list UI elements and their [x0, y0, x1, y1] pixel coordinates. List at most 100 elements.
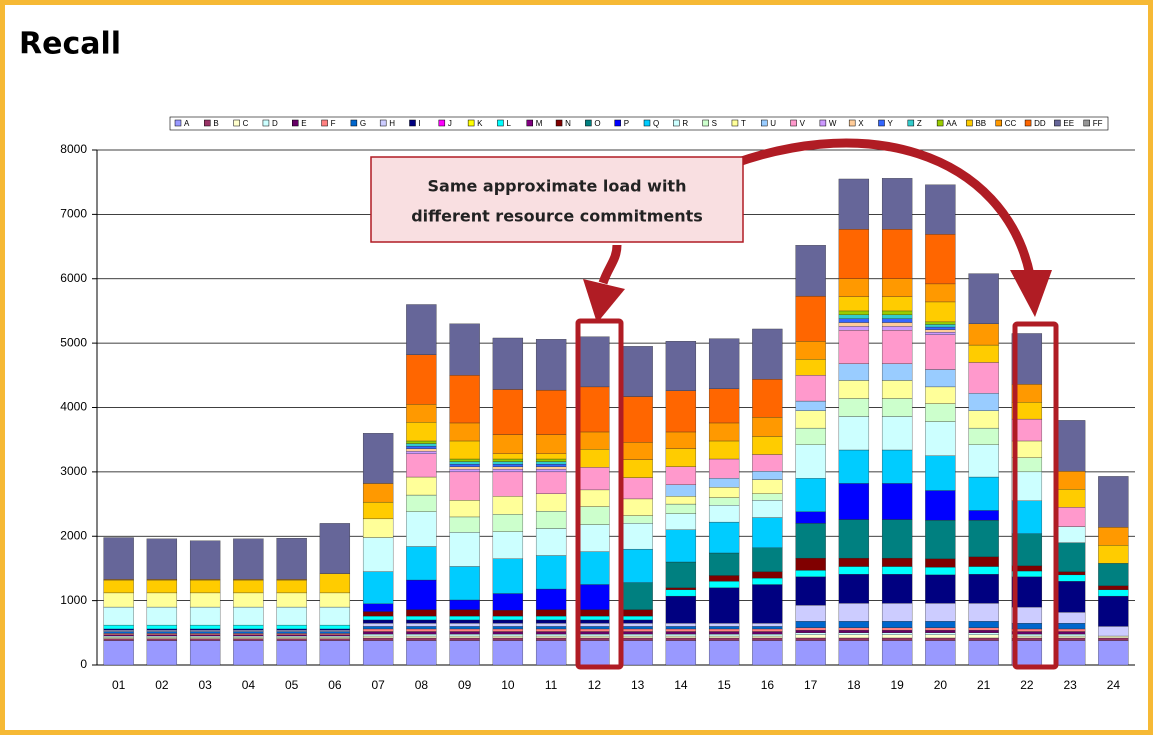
bar-segment	[319, 631, 351, 634]
bar-segment	[535, 637, 567, 641]
bar-segment	[103, 631, 134, 634]
bar-segment	[146, 631, 178, 634]
chart: Recall 0 1000 2000 3000 4000 5000 6000 7000 8000…	[19, 27, 1135, 692]
bar-segment	[535, 493, 567, 512]
legend-label: Q	[653, 119, 659, 128]
bar-segment	[535, 458, 567, 462]
bar-segment	[838, 637, 870, 641]
bar-segment	[492, 496, 524, 515]
bar-segment	[968, 603, 999, 622]
bar-segment	[708, 637, 740, 641]
bar-segment	[579, 551, 610, 585]
bar-segment	[406, 440, 437, 444]
bar-segment	[579, 449, 610, 468]
bar-segment	[881, 296, 913, 312]
bar-segment	[579, 626, 610, 630]
bar-segment	[535, 471, 567, 494]
bar-segment	[708, 623, 740, 627]
bar-segment	[1054, 633, 1086, 637]
bar-segment	[579, 628, 610, 632]
legend-swatch	[878, 119, 885, 127]
bar-segment	[795, 621, 826, 628]
legend-swatch	[233, 119, 240, 127]
bar-segment	[622, 609, 653, 617]
bar-segment	[362, 571, 394, 604]
bar-segment	[362, 615, 394, 621]
bar-segment	[535, 640, 567, 666]
y-tick-label: 6000	[60, 271, 87, 285]
bar-segment	[752, 547, 783, 572]
bar-segment	[579, 640, 610, 666]
bar-segment	[535, 463, 567, 467]
bar-segment	[362, 501, 394, 520]
bar-segment	[579, 386, 610, 433]
bar-segment	[925, 234, 956, 285]
bar-segment	[968, 273, 999, 324]
bar-segment	[925, 329, 956, 333]
bar-segment	[449, 631, 480, 635]
bar-segment	[665, 589, 697, 597]
bar-segment	[968, 427, 999, 445]
bar-segment	[881, 398, 913, 417]
bar-segment	[406, 631, 437, 635]
legend-swatch	[995, 119, 1002, 127]
legend-swatch	[614, 119, 621, 127]
bar-segment	[881, 574, 913, 604]
bar-segment	[1054, 574, 1086, 582]
bar-segment	[579, 615, 610, 621]
bar-segment	[146, 633, 178, 635]
bar-segment	[1054, 640, 1086, 666]
bar-segment	[189, 634, 221, 637]
bar-segment	[362, 628, 394, 632]
arrow-head	[583, 279, 625, 323]
bar-segment	[708, 628, 740, 632]
bar-segment	[752, 628, 783, 632]
bar-segment	[795, 400, 826, 411]
bar-segment	[968, 323, 999, 346]
bar-segment	[319, 634, 351, 637]
bar-segment	[622, 637, 653, 641]
bar-segment	[103, 635, 134, 638]
bar-segment	[1054, 637, 1086, 641]
bar-segment	[838, 296, 870, 312]
bar-segment	[665, 631, 697, 635]
bar-segment	[146, 624, 178, 630]
bar-segment	[881, 318, 913, 323]
bar-segment	[881, 229, 913, 279]
bar-segment	[708, 497, 740, 506]
legend-swatch	[966, 119, 973, 127]
bar-segment	[752, 637, 783, 641]
bar-segment	[492, 466, 524, 470]
x-tick-label: 11	[545, 678, 558, 692]
bar-segment	[189, 540, 221, 580]
bar-segment	[535, 469, 567, 473]
bar-segment	[233, 638, 264, 641]
legend-swatch	[321, 119, 328, 127]
bar-segment	[881, 640, 913, 666]
bar-segment	[276, 624, 307, 630]
legend-swatch	[761, 119, 768, 127]
bar-segment	[449, 458, 480, 462]
bar-segment	[838, 574, 870, 604]
bar-segment	[189, 631, 221, 634]
bar-segment	[189, 606, 221, 626]
bar-segment	[406, 354, 437, 405]
bar-segment	[925, 637, 956, 641]
bar-segment	[708, 422, 740, 442]
bar-segment	[492, 434, 524, 455]
bar-segment	[103, 637, 134, 639]
legend-swatch	[409, 119, 416, 127]
bar-segment	[276, 579, 307, 594]
bar-segment	[881, 566, 913, 575]
bar-segment	[838, 449, 870, 484]
x-tick-label: 23	[1063, 678, 1077, 692]
bar-segment	[146, 635, 178, 638]
bar-segment	[1098, 595, 1129, 627]
bar-segment	[752, 571, 783, 579]
bar-segment	[406, 619, 437, 624]
bar-segment	[189, 630, 221, 632]
bar-segment	[708, 458, 740, 479]
bar-segment	[665, 341, 697, 391]
legend-swatch	[204, 119, 211, 127]
bar-segment	[189, 640, 221, 666]
